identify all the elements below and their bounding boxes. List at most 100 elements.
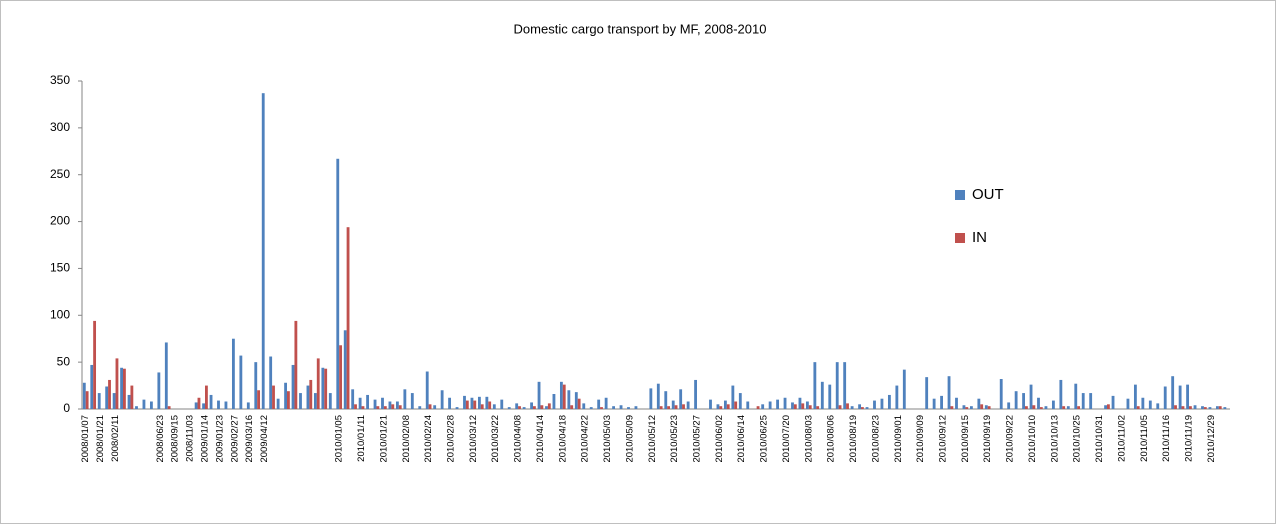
- bar: [880, 398, 884, 409]
- bar: [167, 406, 171, 409]
- bar: [1218, 406, 1222, 409]
- bar: [768, 401, 772, 409]
- x-tick-label: 2010/10/10: [1027, 415, 1038, 463]
- x-tick-label: 2010/08/23: [870, 415, 881, 463]
- x-tick-label: 2010/10/31: [1094, 415, 1105, 463]
- bar: [376, 406, 380, 409]
- bar: [533, 406, 536, 409]
- x-tick-label: 2010/09/15: [960, 415, 971, 463]
- bar: [123, 368, 126, 409]
- bar: [969, 406, 973, 409]
- bar: [1077, 406, 1081, 409]
- bar: [477, 396, 481, 409]
- x-tick-label: 2010/04/08: [513, 415, 524, 463]
- bar: [649, 388, 653, 409]
- bar: [507, 407, 511, 409]
- bar: [518, 406, 521, 409]
- bar: [455, 407, 459, 409]
- legend-label: IN: [972, 229, 987, 246]
- bar: [1178, 385, 1182, 409]
- bar: [1163, 386, 1167, 409]
- bar: [667, 406, 671, 409]
- bar: [448, 397, 451, 409]
- bar: [500, 399, 504, 409]
- x-tick-label: 2010/10/25: [1072, 415, 1083, 463]
- bar: [85, 391, 89, 409]
- x-tick-label: 2008/02/11: [110, 415, 121, 462]
- bar: [309, 379, 313, 409]
- x-tick-label: 2008/01/07: [80, 415, 91, 463]
- x-tick-label: 2010/10/13: [1049, 415, 1060, 463]
- bar: [805, 401, 809, 409]
- bar: [488, 401, 492, 409]
- bar: [284, 382, 287, 409]
- bar: [1007, 402, 1011, 409]
- bar: [955, 397, 958, 409]
- bar: [858, 404, 861, 409]
- bar: [1111, 395, 1115, 409]
- x-tick-label: 2010/01/11: [356, 415, 367, 462]
- bar: [682, 404, 685, 409]
- bar: [816, 406, 820, 409]
- x-tick-label: 2010/11/05: [1139, 415, 1150, 462]
- bar: [1107, 404, 1110, 409]
- bar: [485, 396, 489, 409]
- bar: [149, 401, 153, 409]
- bar: [600, 407, 603, 409]
- bar: [391, 404, 395, 409]
- x-tick-label: 2010/11/19: [1184, 415, 1195, 462]
- bar: [403, 389, 407, 409]
- bar: [1032, 405, 1036, 409]
- legend-swatch: [955, 233, 965, 243]
- bar: [627, 407, 630, 409]
- bar: [791, 402, 794, 409]
- bar: [577, 398, 581, 409]
- x-tick-label: 2008/01/21: [95, 415, 106, 463]
- bar: [808, 405, 812, 409]
- bar: [656, 383, 660, 409]
- bar: [366, 394, 369, 409]
- bar: [473, 400, 477, 409]
- bar: [820, 381, 824, 409]
- bar: [843, 362, 847, 409]
- bar: [1074, 383, 1078, 409]
- bar: [619, 405, 623, 409]
- bar: [835, 362, 839, 409]
- bar: [861, 407, 864, 409]
- bar: [261, 93, 265, 409]
- bar: [217, 400, 220, 409]
- bar: [977, 398, 981, 409]
- bar: [324, 368, 328, 409]
- bar: [776, 399, 779, 409]
- x-tick-label: 2010/06/14: [736, 415, 747, 463]
- x-tick-label: 2010/02/28: [446, 415, 457, 463]
- bar: [418, 406, 422, 409]
- bar: [664, 391, 668, 409]
- bar: [1066, 406, 1070, 409]
- chart-title: Domestic cargo transport by MF, 2008-201…: [514, 21, 767, 36]
- bar: [1201, 406, 1204, 409]
- bar: [1203, 407, 1207, 409]
- x-tick-label: 2010/04/18: [557, 415, 568, 463]
- bar: [1208, 407, 1212, 409]
- bar: [686, 401, 690, 409]
- bar: [582, 403, 586, 409]
- x-tick-label: 2010/05/09: [624, 415, 635, 463]
- bar: [82, 382, 86, 409]
- bar: [873, 400, 876, 409]
- bar: [492, 404, 496, 409]
- bar: [381, 397, 384, 409]
- bar: [272, 385, 275, 409]
- bar: [164, 342, 168, 409]
- x-tick-label: 2010/04/22: [580, 415, 591, 463]
- bar: [224, 401, 228, 409]
- bar: [336, 158, 340, 409]
- bar: [93, 320, 97, 409]
- bar: [980, 404, 984, 409]
- bar: [540, 405, 544, 409]
- bar: [738, 393, 742, 409]
- bar: [902, 369, 906, 409]
- bar: [850, 406, 854, 409]
- bar: [925, 377, 929, 409]
- x-tick-label: 2010/05/23: [669, 415, 680, 463]
